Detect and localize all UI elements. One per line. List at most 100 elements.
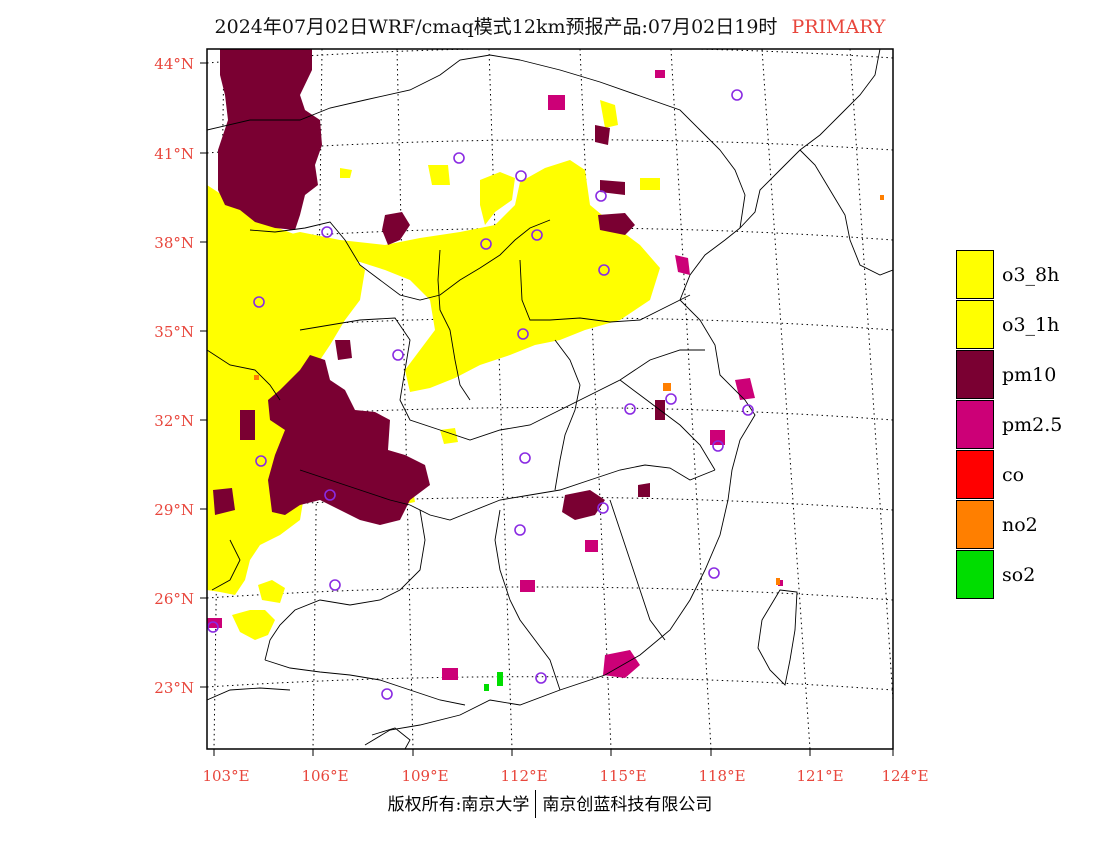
lon-labels: 103°E 106°E 109°E 112°E 115°E 118°E 121°… (202, 767, 928, 785)
gridline-lon-112 (488, 49, 513, 749)
lat-label-29: 29°N (154, 501, 194, 519)
station-marker (665, 393, 677, 405)
station-marker (517, 328, 529, 340)
footer-separator (535, 790, 537, 818)
boundary-korea (799, 149, 893, 276)
lon-label-106: 106°E (301, 767, 348, 785)
station-marker (392, 349, 404, 361)
station-marker (324, 489, 336, 501)
boundary-hainan (371, 727, 411, 749)
lat-label-32: 32°N (154, 412, 194, 430)
pm25-area-f (520, 580, 535, 592)
station-marker (712, 440, 724, 452)
pm25-area-h (442, 668, 458, 680)
pm10-area-a (382, 212, 410, 245)
map-title: 2024年07月02日WRF/cmaq模式12km预报产品:07月02日19时 P… (0, 12, 1100, 39)
lat-label-26: 26°N (154, 590, 194, 608)
station-marker (453, 152, 465, 164)
lat-labels: 44°N 41°N 38°N 35°N 32°N 29°N 26°N 23°N (154, 55, 194, 697)
station-marker (597, 502, 609, 514)
no2-spot-c (776, 578, 780, 585)
legend-label: o3_8h (1002, 264, 1060, 286)
pm10-area-d (600, 180, 625, 195)
legend-label: pm2.5 (1002, 414, 1063, 436)
lat-label-23: 23°N (154, 679, 194, 697)
footer-right: 南京创蓝科技有限公司 (542, 795, 713, 815)
pm25-area-i (585, 540, 598, 552)
station-marker (329, 579, 341, 591)
legend-swatch (956, 450, 994, 499)
boundary-inner-f (299, 317, 705, 441)
no2-spot-b (880, 195, 884, 200)
lat-label-38: 38°N (154, 234, 194, 252)
gridline-lat-23 (207, 676, 893, 691)
legend-swatch (956, 300, 994, 349)
gridline-lon-124 (849, 49, 893, 701)
boundary-inner-c (249, 219, 551, 301)
boundary-inner-n (207, 687, 291, 701)
station-marker (207, 621, 219, 633)
map-content (207, 49, 893, 749)
gridline-lon-118 (670, 49, 712, 749)
station-marker (514, 524, 526, 536)
o3-area-ne2 (600, 100, 618, 128)
pm10-area-j (595, 125, 610, 145)
boundary-inner-d (437, 249, 471, 401)
no2-spots (254, 195, 884, 585)
legend-swatch (956, 550, 994, 599)
lon-label-121: 121°E (796, 767, 843, 785)
boundary-inner-a (207, 54, 521, 131)
title-text: 2024年07月02日WRF/cmaq模式12km预报产品:07月02日19时 (214, 16, 778, 38)
pm10-area-north (218, 49, 322, 230)
boundary-taiwan (757, 589, 798, 686)
station-marker (515, 170, 527, 182)
o3-area-mid3 (340, 168, 352, 178)
copyright-footer: 版权所有:南京大学 南京创蓝科技有限公司 (0, 790, 1100, 818)
lon-label-124: 124°E (881, 767, 928, 785)
boundary-inner-j (609, 499, 666, 641)
legend-label: pm10 (1002, 364, 1057, 386)
legend-swatch (956, 250, 994, 299)
station-marker (480, 238, 492, 250)
o3-area-mid4 (428, 165, 450, 185)
pm10-areas (213, 49, 665, 525)
pm25-area-d (548, 95, 565, 110)
lat-label-41: 41°N (154, 145, 194, 163)
boundary-inner-p (207, 349, 281, 401)
pm10-area-c (562, 490, 605, 520)
station-marker (381, 688, 393, 700)
lat-label-44: 44°N (154, 55, 194, 73)
so2-spot-b (484, 684, 489, 691)
gridline-lon-115 (579, 49, 612, 749)
o3-area-sw2 (258, 580, 285, 603)
legend-label: so2 (1002, 564, 1036, 586)
no2-spot-a (663, 383, 671, 391)
legend-swatch (956, 500, 994, 549)
boundary-inner-h (264, 509, 426, 661)
map-frame (206, 48, 894, 750)
boundary-northeast (739, 49, 881, 229)
lon-label-103: 103°E (202, 767, 249, 785)
gridline-lon-121 (761, 49, 811, 749)
lon-label-115: 115°E (599, 767, 646, 785)
station-marker (624, 403, 636, 415)
so2-spot-a (497, 672, 503, 686)
lon-label-112: 112°E (500, 767, 547, 785)
o3-area-mid5 (640, 178, 660, 190)
boundary-inner-o (211, 539, 241, 591)
station-marker (321, 226, 333, 238)
so2-spots (484, 672, 503, 691)
station-marker (742, 404, 754, 416)
boundary-coast (364, 227, 756, 746)
lon-label-118: 118°E (698, 767, 745, 785)
station-marker (531, 229, 543, 241)
pm10-area-b (598, 213, 635, 235)
boundary-inner-i (494, 509, 561, 691)
legend-swatch (956, 400, 994, 449)
pm25-area-b (735, 378, 755, 400)
lon-label-109: 109°E (401, 767, 448, 785)
pm10-area-h (240, 410, 255, 440)
legend-label: no2 (1002, 514, 1038, 536)
boundary-inner-e (519, 259, 691, 323)
